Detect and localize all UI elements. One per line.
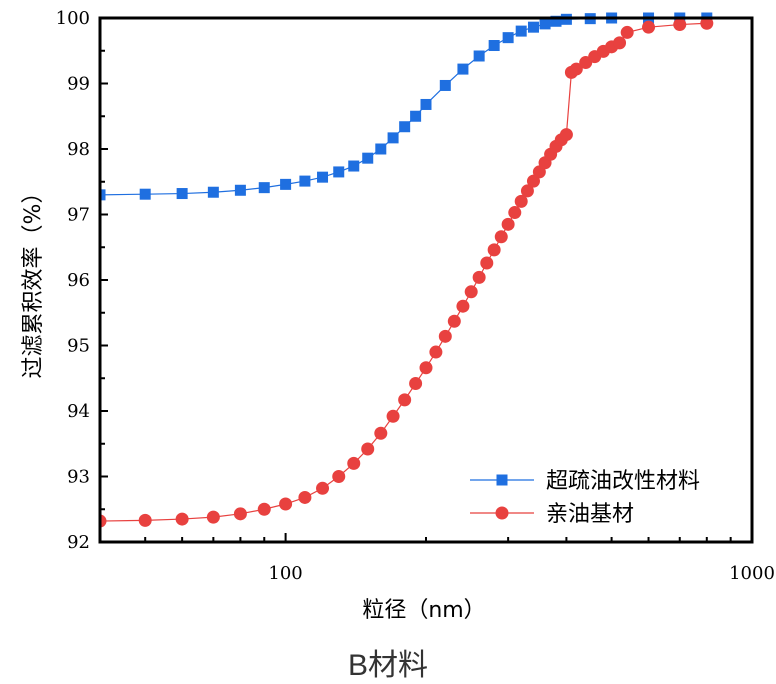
data-point	[387, 132, 399, 144]
data-point	[410, 110, 422, 122]
series-layer	[100, 12, 714, 528]
data-point	[487, 243, 501, 257]
data-point	[419, 361, 433, 375]
data-point	[515, 25, 527, 37]
data-point	[620, 25, 634, 39]
y-tick-label: 96	[67, 270, 90, 291]
legend-marker	[495, 506, 509, 520]
data-point	[457, 63, 469, 75]
data-point	[175, 512, 189, 526]
chart: 92 93 94 95 96 97 98 99 100 100 1000 粒径（nm） 过滤累积效率（%…	[21, 8, 775, 623]
data-point	[280, 178, 292, 190]
data-point	[439, 79, 451, 91]
x-axis-title: 粒径（nm）	[362, 598, 485, 623]
data-point	[362, 152, 374, 164]
data-point	[138, 513, 152, 527]
data-point	[398, 393, 412, 407]
data-point	[347, 456, 361, 470]
data-point	[420, 98, 432, 110]
y-tick-label: 100	[56, 8, 90, 29]
data-point	[233, 507, 247, 521]
plot-frame	[98, 16, 754, 544]
figure-caption: B材料	[347, 649, 428, 682]
series-line	[100, 22, 707, 522]
y-tick-label: 93	[67, 467, 90, 488]
data-point	[207, 186, 219, 198]
data-point	[494, 230, 508, 244]
data-point	[480, 256, 494, 270]
data-point	[399, 121, 411, 133]
y-tick-label: 94	[67, 401, 90, 422]
data-point	[298, 490, 312, 504]
data-point	[438, 329, 452, 343]
data-point	[488, 40, 500, 52]
y-tick-label: 92	[67, 532, 90, 553]
data-point	[550, 15, 562, 27]
data-point	[100, 189, 106, 201]
data-point	[508, 206, 522, 220]
data-point	[559, 128, 573, 142]
data-point	[456, 299, 470, 313]
data-point	[279, 497, 293, 511]
data-point	[176, 188, 188, 200]
data-point	[700, 16, 714, 30]
data-point	[386, 409, 400, 423]
data-point	[502, 32, 514, 44]
axes-layer: 92 93 94 95 96 97 98 99 100 100 1000 粒径（nm） 过滤累积效率（%…	[21, 8, 775, 623]
data-point	[374, 426, 388, 440]
data-point	[139, 188, 151, 200]
data-point	[375, 143, 387, 155]
data-point	[429, 345, 443, 359]
legend-marker	[496, 474, 508, 486]
series-2	[100, 16, 714, 528]
y-axis-title: 过滤累积效率（%）	[21, 182, 46, 379]
data-point	[333, 166, 345, 178]
data-point	[613, 36, 627, 50]
x-tick-label: 1000	[729, 563, 775, 584]
data-point	[409, 376, 423, 390]
data-point	[258, 182, 270, 194]
data-point	[569, 62, 583, 76]
data-point	[316, 481, 330, 495]
data-point	[520, 184, 534, 198]
data-point	[348, 160, 360, 172]
data-point	[299, 175, 311, 187]
y-tick-label: 97	[67, 205, 90, 226]
data-point	[473, 50, 485, 62]
data-point	[234, 184, 246, 196]
data-point	[447, 314, 461, 328]
data-point	[361, 442, 375, 456]
data-point	[514, 194, 528, 208]
data-point	[464, 285, 478, 299]
data-point	[206, 510, 220, 524]
y-tick-label: 99	[67, 74, 90, 95]
data-point	[673, 18, 687, 32]
data-point	[642, 20, 656, 34]
data-point	[472, 270, 486, 284]
data-point	[501, 217, 515, 231]
x-tick-label: 100	[268, 563, 302, 584]
y-tick-label: 95	[67, 336, 90, 357]
data-point	[257, 502, 271, 516]
data-point	[317, 171, 329, 183]
data-point	[539, 18, 551, 30]
legend-label: 超疏油改性材料	[546, 469, 700, 494]
data-point	[332, 470, 346, 483]
y-tick-label: 98	[67, 139, 90, 160]
data-point	[527, 21, 539, 33]
legend-label: 亲油基材	[546, 502, 634, 527]
data-point	[100, 514, 107, 528]
